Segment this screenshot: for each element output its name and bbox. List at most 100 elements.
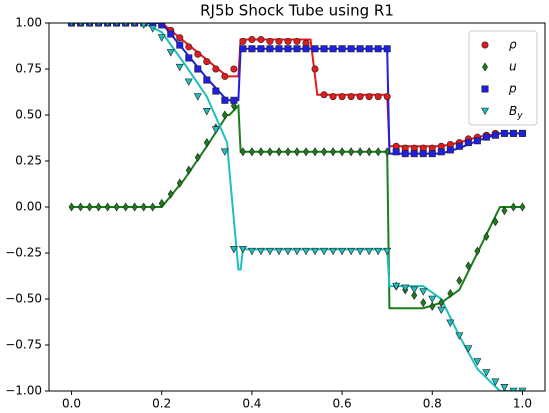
marker — [365, 247, 374, 256]
marker — [338, 45, 346, 53]
axes-frame — [48, 22, 546, 392]
marker — [239, 45, 247, 53]
marker — [321, 147, 328, 157]
marker — [456, 276, 463, 286]
marker — [329, 45, 337, 53]
marker — [311, 247, 320, 256]
marker — [230, 101, 237, 111]
marker — [374, 93, 382, 101]
marker — [229, 246, 238, 254]
marker — [357, 147, 364, 157]
marker — [283, 247, 292, 256]
marker — [193, 93, 202, 101]
marker — [410, 286, 419, 294]
marker — [482, 62, 488, 72]
marker — [384, 147, 391, 157]
marker — [411, 290, 418, 300]
marker — [302, 247, 311, 256]
marker — [113, 202, 120, 212]
marker — [256, 247, 265, 256]
marker — [293, 45, 301, 53]
marker — [464, 139, 472, 147]
marker — [230, 65, 238, 73]
chart-title: RJ5b Shock Tube using R1 — [200, 2, 394, 20]
marker — [167, 30, 175, 38]
legend-label: u — [509, 60, 517, 74]
marker — [274, 247, 283, 256]
marker — [302, 45, 310, 53]
marker — [175, 63, 184, 72]
marker — [465, 261, 472, 271]
x-tick-label: 0.0 — [62, 397, 81, 411]
marker — [158, 23, 166, 29]
marker — [238, 246, 247, 254]
marker — [122, 202, 129, 212]
y-tick-label: 0.75 — [15, 62, 42, 76]
marker — [158, 198, 165, 208]
x-tick-label: 0.4 — [242, 397, 261, 411]
marker — [257, 45, 265, 53]
marker — [140, 202, 147, 212]
marker — [491, 378, 500, 386]
marker — [311, 65, 319, 73]
marker — [212, 65, 220, 73]
marker — [347, 45, 355, 53]
marker — [338, 93, 346, 101]
marker — [320, 45, 328, 53]
marker — [293, 37, 301, 45]
y-tick-label: −1.00 — [5, 384, 42, 398]
marker — [356, 45, 364, 53]
marker — [473, 137, 481, 145]
marker — [294, 147, 300, 157]
marker — [356, 247, 365, 256]
marker — [220, 148, 229, 156]
marker — [446, 146, 454, 154]
marker — [131, 202, 138, 212]
marker — [401, 150, 409, 158]
marker — [429, 301, 436, 311]
y-tick-label: −0.75 — [5, 338, 42, 352]
marker — [392, 148, 400, 156]
marker — [86, 202, 93, 212]
marker — [420, 298, 427, 308]
marker — [500, 384, 509, 391]
legend-box — [468, 30, 538, 126]
marker — [366, 147, 373, 157]
marker — [166, 49, 175, 57]
marker — [266, 147, 273, 157]
marker — [482, 133, 490, 141]
marker — [464, 345, 473, 353]
marker — [330, 147, 337, 157]
marker — [383, 45, 391, 53]
marker — [311, 45, 319, 53]
marker — [500, 129, 508, 137]
marker — [185, 43, 193, 51]
marker — [239, 147, 246, 157]
legend-label: p — [508, 82, 517, 96]
marker — [455, 332, 464, 340]
marker — [492, 217, 499, 227]
marker — [266, 45, 274, 53]
y-tick-label: 0.50 — [15, 108, 42, 122]
marker — [265, 247, 274, 256]
marker — [365, 93, 373, 101]
marker — [483, 231, 490, 241]
marker — [419, 288, 428, 296]
y-tick-label: 1.00 — [15, 16, 42, 30]
marker — [437, 306, 446, 315]
marker — [374, 247, 383, 256]
marker — [257, 147, 264, 157]
marker — [275, 45, 283, 53]
marker — [148, 25, 157, 33]
marker — [347, 93, 355, 101]
marker — [194, 50, 202, 58]
plot-area — [68, 23, 527, 391]
marker — [203, 58, 211, 66]
marker — [455, 142, 463, 150]
marker — [481, 85, 489, 93]
marker — [383, 93, 391, 101]
marker — [221, 96, 229, 104]
marker — [447, 288, 454, 299]
marker — [203, 138, 210, 148]
